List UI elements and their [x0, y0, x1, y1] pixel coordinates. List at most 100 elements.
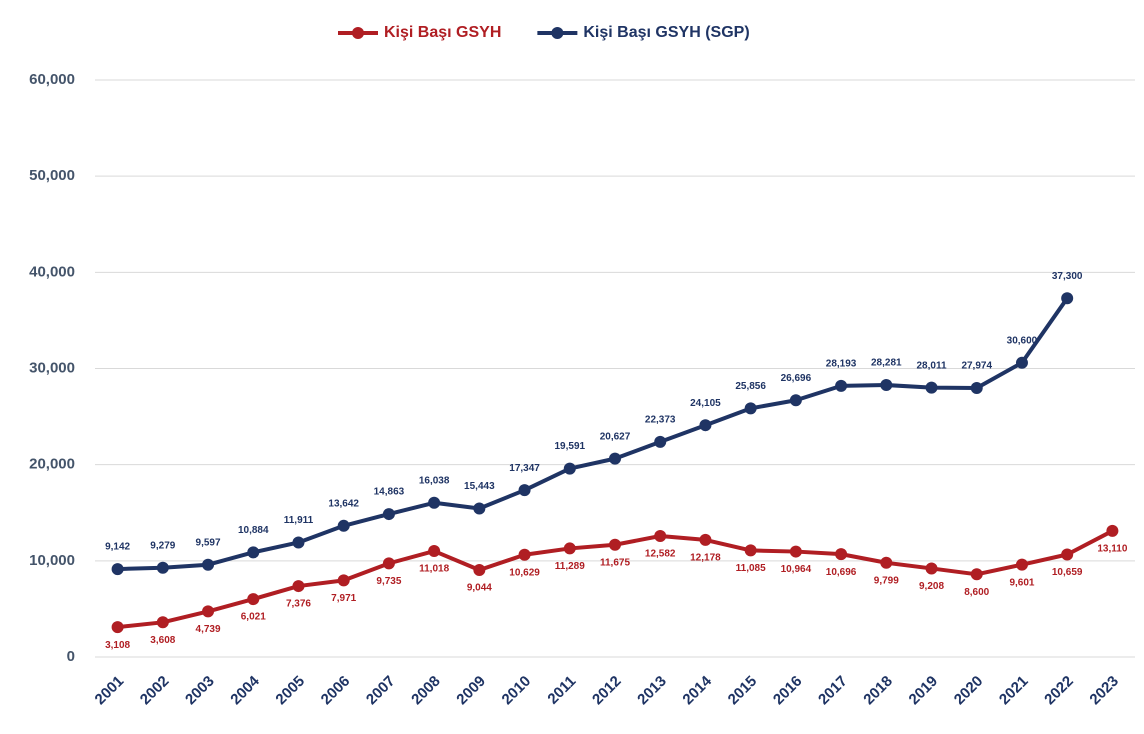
- data-point: [970, 568, 983, 581]
- x-tick-label: 2009: [453, 673, 489, 709]
- data-point: [1015, 558, 1028, 571]
- data-label: 10,964: [781, 564, 812, 575]
- x-tick-label: 2003: [182, 673, 218, 709]
- data-label: 6,021: [241, 612, 266, 623]
- data-point: [1061, 292, 1074, 305]
- data-point: [654, 530, 667, 543]
- data-label: 25,856: [735, 381, 766, 392]
- x-tick-label: 2017: [815, 673, 851, 709]
- data-label: 7,376: [286, 599, 311, 610]
- data-point: [382, 508, 395, 521]
- legend-marker: [352, 27, 364, 39]
- data-label: 17,347: [509, 463, 540, 474]
- x-tick-label: 2016: [770, 673, 806, 709]
- data-point: [880, 379, 893, 392]
- x-tick-label: 2021: [996, 673, 1032, 709]
- data-point: [1106, 524, 1119, 537]
- data-label: 9,208: [919, 581, 944, 592]
- legend-marker: [551, 27, 564, 39]
- data-label: 26,696: [781, 373, 812, 384]
- data-label: 9,799: [874, 575, 899, 586]
- x-tick-label: 2011: [544, 673, 579, 708]
- data-label: 24,105: [690, 398, 721, 409]
- data-point: [789, 545, 802, 558]
- y-tick-label: 20,000: [29, 456, 75, 473]
- x-tick-label: 2014: [679, 672, 715, 708]
- data-label: 13,110: [1097, 544, 1127, 555]
- data-label: 16,038: [419, 475, 450, 486]
- data-label: 10,629: [509, 567, 540, 578]
- x-tick-label: 2007: [363, 673, 399, 709]
- data-point: [518, 548, 531, 561]
- data-label: 37,300: [1052, 271, 1083, 282]
- data-point: [202, 605, 215, 618]
- data-point: [382, 557, 395, 570]
- data-point: [609, 538, 621, 551]
- series-line: [117, 297, 1069, 572]
- data-label: 10,696: [826, 567, 857, 578]
- data-label: 9,044: [467, 583, 492, 594]
- data-point: [428, 496, 441, 509]
- data-label: 20,627: [600, 431, 631, 442]
- data-point: [518, 484, 531, 497]
- data-point: [835, 379, 848, 392]
- data-point: [247, 546, 260, 559]
- data-point: [292, 536, 305, 549]
- x-tick-label: 2020: [951, 673, 987, 709]
- data-label: 22,373: [645, 414, 676, 425]
- x-tick-label: 2012: [589, 673, 625, 709]
- data-label: 4,739: [196, 624, 221, 635]
- data-label: 27,974: [961, 361, 992, 372]
- data-point: [925, 381, 938, 394]
- data-point: [925, 562, 938, 575]
- x-tick-label: 2004: [227, 672, 263, 708]
- x-tick-label: 2006: [318, 673, 354, 709]
- y-tick-label: 10,000: [29, 552, 75, 569]
- x-tick-label: 2015: [725, 673, 761, 709]
- data-point: [473, 564, 486, 577]
- data-point: [744, 402, 757, 415]
- data-label: 11,085: [736, 563, 766, 574]
- x-tick-label: 2001: [92, 673, 128, 709]
- data-point: [563, 542, 576, 555]
- x-tick-label: 2010: [499, 673, 535, 709]
- x-tick-label: 2019: [906, 673, 942, 709]
- data-point: [563, 462, 576, 475]
- data-label: 7,971: [331, 593, 356, 604]
- x-tick-label: 2005: [272, 673, 308, 709]
- x-tick-label: 2008: [408, 673, 444, 709]
- x-tick-label: 2002: [137, 673, 173, 709]
- y-tick-label: 30,000: [29, 359, 75, 376]
- data-point: [1061, 548, 1074, 561]
- data-point: [111, 621, 124, 634]
- data-point: [156, 616, 169, 629]
- data-label: 3,608: [150, 635, 175, 646]
- data-label: 11,675: [600, 557, 630, 568]
- data-point: [337, 574, 350, 587]
- data-label: 28,281: [871, 358, 902, 369]
- data-point: [835, 548, 848, 561]
- data-label: 8,600: [964, 587, 989, 598]
- y-tick-label: 40,000: [29, 263, 75, 280]
- data-point: [292, 580, 305, 593]
- data-point: [654, 435, 667, 448]
- data-label: 9,142: [105, 542, 130, 553]
- data-label: 9,735: [376, 576, 401, 587]
- y-tick-label: 50,000: [29, 167, 75, 184]
- data-label: 10,659: [1052, 567, 1083, 578]
- data-label: 13,642: [328, 498, 359, 509]
- data-point: [789, 394, 802, 407]
- legend-label: Kişi Başı GSYH (SGP): [583, 24, 749, 41]
- data-label: 9,601: [1009, 577, 1034, 588]
- data-point: [744, 544, 757, 557]
- data-label: 14,863: [374, 487, 405, 498]
- data-point: [428, 545, 441, 558]
- y-tick-label: 0: [67, 648, 75, 665]
- data-label: 19,591: [554, 441, 585, 452]
- data-point: [699, 419, 712, 432]
- x-tick-label: 2023: [1086, 673, 1122, 709]
- data-point: [473, 502, 486, 515]
- data-label: 3,108: [105, 640, 130, 651]
- data-point: [1015, 356, 1028, 369]
